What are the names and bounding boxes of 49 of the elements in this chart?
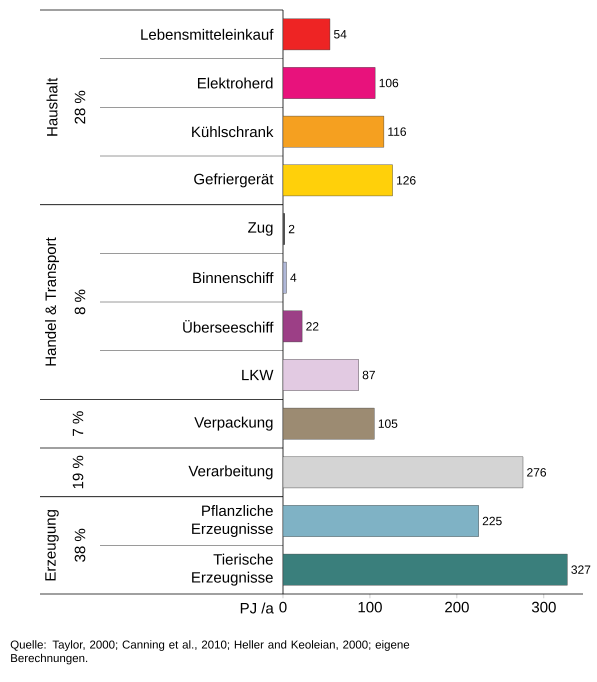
data-label: 225 — [482, 516, 502, 526]
y-tick-label: Binnenschiff — [193, 272, 274, 284]
bar — [282, 262, 287, 294]
y-tick-label: Gefriergerät — [194, 173, 274, 188]
y-tick-label: Elektroherd — [198, 77, 272, 89]
data-label: 105 — [378, 419, 398, 428]
data-label: 126 — [397, 176, 416, 185]
data-label: 22 — [306, 322, 318, 331]
bar — [282, 67, 376, 99]
text: 38 % — [74, 528, 86, 562]
text: Erzeugung — [45, 510, 59, 580]
text: 19 % — [72, 456, 84, 488]
source-note: Quelle: Taylor, 2000; Canning et al., 2010; Heller and Keoleian, 2000; eigene Berechnungen. — [10, 640, 410, 664]
text: 8 % — [74, 290, 86, 314]
data-label: 276 — [527, 468, 546, 477]
text: 7 % — [72, 411, 84, 436]
x-tick-label: 200 — [445, 602, 469, 612]
bar — [282, 18, 330, 50]
y-tick-label: Lebensmitteleinkauf — [141, 28, 274, 40]
bar — [282, 116, 384, 148]
y-tick-label: Zug — [248, 222, 272, 236]
y-tick-label: LKW — [242, 370, 274, 380]
bar — [282, 456, 524, 488]
y-tick-label: Tierische Erzeugnisse — [192, 554, 273, 586]
bar — [282, 310, 302, 342]
y-tick-label: Verarbeitung — [188, 465, 272, 480]
data-label: 54 — [334, 30, 346, 39]
text: Haushalt — [46, 78, 58, 136]
data-label: 116 — [388, 127, 406, 136]
bar — [282, 408, 375, 440]
bar — [282, 554, 568, 586]
x-axis-title: PJ /a — [240, 602, 274, 614]
data-label: 106 — [380, 78, 398, 88]
y-tick-label: Überseeschiff — [183, 320, 274, 333]
y-tick-label: Verpackung — [194, 416, 272, 431]
data-label: 327 — [571, 565, 590, 574]
text: Handel & Transport — [45, 237, 59, 366]
data-label: 2 — [288, 224, 294, 234]
y-tick-label: Pflanzliche Erzeugnisse — [192, 505, 273, 537]
x-tick-label: 300 — [532, 602, 556, 612]
y-tick-label: Kühlschrank — [192, 126, 274, 138]
x-tick-label: 0 — [279, 602, 287, 612]
bar — [282, 505, 479, 537]
x-tick-label: 100 — [358, 602, 382, 612]
data-label: 87 — [362, 370, 375, 380]
data-label: 4 — [290, 274, 296, 282]
text: 28 % — [74, 90, 86, 124]
bar — [282, 164, 393, 196]
bar — [282, 359, 359, 391]
